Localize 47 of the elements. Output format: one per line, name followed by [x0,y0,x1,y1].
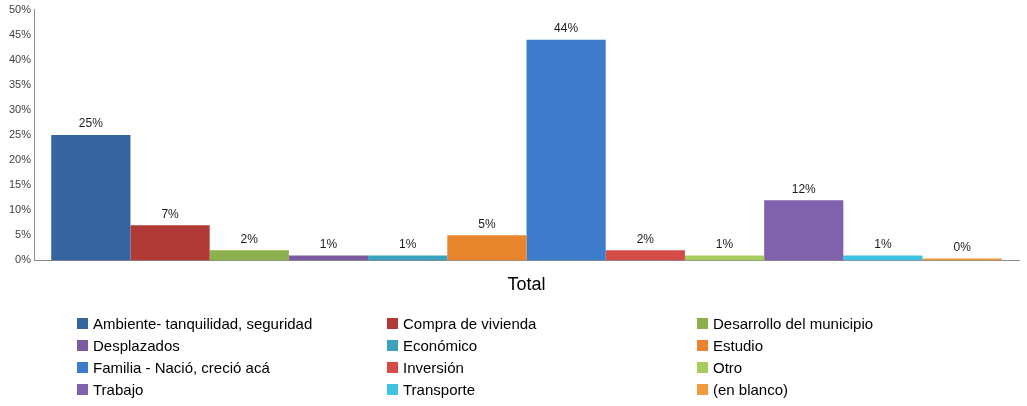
y-tick-label: 50% [8,2,32,15]
data-label: 1% [715,236,734,251]
data-label: 1% [874,236,892,251]
data-label: 0% [953,239,972,254]
bar [605,250,685,261]
bar [368,255,448,261]
legend-label: Transporte [403,380,475,398]
legend-label: Desplazados [93,336,180,354]
data-label: 2% [240,231,259,246]
legend-label: Estudio [713,336,764,354]
data-label: 5% [478,216,496,231]
y-tick-label: 30% [8,102,32,115]
legend-label: Familia - Nació, creció acá [93,358,270,376]
legend-label: (en blanco) [713,380,789,398]
legend-label: Compra de vivienda [403,314,537,332]
y-tick-label: 5% [15,228,32,241]
data-label: 1% [399,236,417,251]
y-tick-label: 15% [8,178,32,191]
bar [288,255,369,261]
y-tick-label: 25% [8,128,32,141]
bar [843,255,923,261]
data-label: 7% [161,206,180,221]
legend-label: Desarrollo del municipio [713,314,874,332]
bar [447,235,527,261]
bar [526,39,606,261]
legend-label: Ambiente- tanquilidad, seguridad [93,314,313,332]
bar [684,255,765,261]
data-label: 2% [636,231,655,246]
y-tick-label: 45% [8,27,32,40]
legend-label: Trabajo [93,380,144,398]
bar [209,250,289,261]
y-tick-label: 35% [8,77,32,90]
legend-label: Económico [403,336,478,354]
data-label: 12% [791,181,817,196]
legend-label: Inversión [403,358,464,376]
y-tick-label: 20% [8,153,32,166]
data-label: 25% [78,116,104,131]
data-label: 1% [319,236,338,251]
y-tick-label: 0% [15,253,32,266]
bar [51,135,131,261]
bar [764,200,844,261]
data-label: 44% [554,21,579,36]
legend-label: Otro [713,358,743,376]
y-tick-label: 10% [8,203,32,216]
bar [130,225,210,261]
x-tick-label: Total [507,274,546,295]
y-tick-label: 40% [8,52,32,65]
